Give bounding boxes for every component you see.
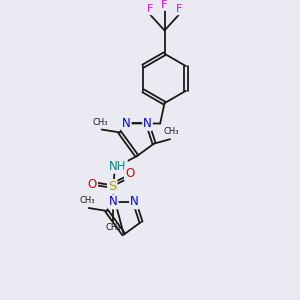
Text: F: F: [161, 0, 168, 10]
Text: S: S: [108, 180, 116, 193]
Text: F: F: [176, 4, 182, 14]
Text: NH: NH: [109, 160, 127, 173]
Text: CH₃: CH₃: [80, 196, 95, 205]
Text: N: N: [109, 195, 118, 208]
Text: O: O: [125, 167, 134, 180]
Text: CH₃: CH₃: [106, 223, 121, 232]
Text: N: N: [130, 195, 139, 208]
Text: N: N: [122, 117, 131, 130]
Text: O: O: [88, 178, 97, 191]
Text: N: N: [143, 117, 152, 130]
Text: CH₃: CH₃: [164, 128, 179, 136]
Text: F: F: [147, 4, 153, 14]
Text: CH₃: CH₃: [93, 118, 108, 127]
